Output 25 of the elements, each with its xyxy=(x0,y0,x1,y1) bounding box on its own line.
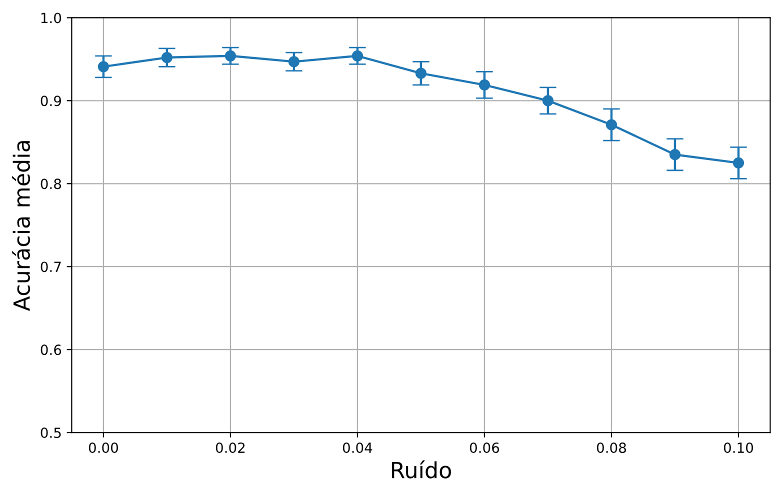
point xyxy=(98,61,110,72)
y-tick-label: 1.0 xyxy=(41,12,62,24)
x-tick-label: 0.00 xyxy=(88,442,118,454)
x-tick-label: 0.04 xyxy=(342,442,372,454)
x-tick-label: 0.06 xyxy=(470,442,500,454)
y-tick-label: 0.9 xyxy=(40,96,62,106)
point xyxy=(352,50,364,62)
point xyxy=(161,52,173,64)
point xyxy=(288,56,300,68)
x-axis-title: Ruído xyxy=(392,460,451,478)
y-axis-title: Acurácia média xyxy=(12,141,30,312)
point xyxy=(542,95,554,106)
point xyxy=(606,119,618,130)
x-tick-label: 0.08 xyxy=(596,442,626,454)
y-tick-label: 0.8 xyxy=(40,178,62,190)
x-tick-label: 0.10 xyxy=(724,442,754,454)
x-tick-label: 0.02 xyxy=(216,442,245,454)
point xyxy=(732,157,744,168)
y-tick-label: 0.6 xyxy=(40,344,62,356)
point xyxy=(669,149,681,160)
point xyxy=(415,68,427,79)
point xyxy=(478,79,490,90)
y-tick-label: 0.5 xyxy=(40,428,61,438)
point xyxy=(224,50,236,62)
y-tick-label: 0.7 xyxy=(40,262,61,272)
